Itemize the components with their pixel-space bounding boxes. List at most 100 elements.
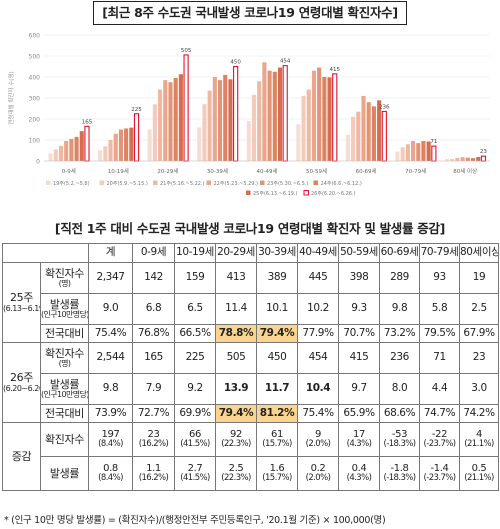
change-cases-cell: -53 (-18.3%) [379, 422, 420, 457]
cases-cell: 19 [459, 262, 499, 294]
change-cases-cell: -22 (-23.7%) [419, 422, 460, 457]
bar [431, 145, 437, 162]
change-cases-cell: 4 (21.1%) [459, 422, 499, 457]
chart-title: [최근 8주 수도권 국내발생 코로나19 연령대별 확진자수] [93, 1, 407, 25]
bar [84, 125, 90, 162]
national-share-cell: 77.9% [297, 324, 339, 343]
change-rate-cell: -1.4 (-23.7%) [419, 456, 460, 491]
x-tick-label: 60-69세 [356, 167, 377, 175]
national-share-cell: 69.9% [174, 404, 216, 423]
cases-cell: 225 [174, 342, 216, 374]
bar [207, 90, 212, 161]
bar [183, 54, 189, 162]
bar [251, 94, 257, 161]
national-share-cell: 79.4% [215, 404, 257, 423]
age-group-bar-chart: 0 100 200 300 400 500 600 연령대별 확진자 수(명) 165 0-9세 2… [7, 33, 490, 197]
data-label: 165 [82, 119, 93, 125]
change-cases-cell: 9 (2.0%) [297, 422, 339, 457]
bar [377, 100, 382, 161]
bar [356, 111, 361, 161]
national-share-cell: 75.4% [297, 404, 339, 423]
bar [405, 144, 410, 161]
cases-cell: 454 [297, 342, 339, 374]
row-national-share: 전국대비 73.9% 72.7% 69.9% 79.4% 81.2% 75.4% 65.9% 6… [3, 404, 499, 423]
data-label: 450 [230, 60, 241, 66]
data-label: 71 [430, 139, 437, 145]
rate-cell: 4.4 [419, 373, 460, 405]
bar [301, 95, 306, 161]
bar [158, 89, 163, 161]
cases-cell: 2,544 [88, 342, 133, 374]
x-tick-label: 70-79세 [405, 167, 426, 175]
footnote: * (인구 10만 명당 발생률) = (확진자수)/(행정안전부 주민등록인구… [4, 515, 386, 526]
rate-cell: 10.2 [297, 293, 339, 325]
cases-cell: 236 [379, 342, 420, 374]
rate-cell: 9.0 [88, 293, 133, 325]
national-share-cell: 73.9% [88, 404, 133, 423]
bar [444, 158, 450, 161]
rate-cell: 5.8 [419, 293, 460, 325]
metric-label: 발생률 [40, 456, 89, 491]
rate-cell: 11.4 [215, 293, 257, 325]
bar [460, 157, 465, 161]
bar [129, 127, 134, 161]
bar [212, 77, 217, 161]
bar [48, 153, 53, 161]
national-share-cell: 73.2% [379, 324, 420, 343]
cases-cell: 159 [174, 262, 216, 294]
data-label: 454 [280, 59, 291, 65]
bar [98, 150, 103, 161]
y-tick-label: 300 [29, 96, 41, 103]
bar [381, 110, 387, 162]
header-cell: 80세이상 [459, 243, 499, 263]
bar [272, 71, 277, 161]
national-share-cell: 74.2% [459, 404, 499, 423]
row-national-share: 전국대비 75.4% 76.8% 66.5% 78.8% 79.4% 77.9% 70.7% 7… [3, 324, 499, 343]
x-tick-label: 50-59세 [306, 167, 327, 175]
bar [124, 128, 129, 161]
cases-cell: 450 [256, 342, 298, 374]
y-tick-label: 0 [36, 159, 40, 166]
metric-label: 전국대비 [40, 404, 89, 423]
bar [257, 81, 262, 161]
rate-cell: 6.8 [132, 293, 175, 325]
header-blank [2, 243, 89, 263]
change-rate-cell: 2.7 (41.5%) [174, 456, 216, 491]
cases-cell: 165 [132, 342, 175, 374]
rate-cell: 13.9 [215, 373, 257, 405]
x-tick-label: 80세 이상 [453, 167, 477, 175]
change-rate-cell: 1.6 (15.7%) [256, 456, 298, 491]
change-rate-cell: 2.5 (22.3%) [215, 456, 257, 491]
bar [327, 77, 332, 161]
bar [416, 143, 421, 161]
data-label: 23 [480, 149, 487, 155]
bar [168, 82, 173, 161]
legend-swatch [246, 190, 251, 195]
change-rate-cell: 0.5 (21.1%) [459, 456, 499, 491]
bar [306, 89, 311, 161]
rate-cell: 9.3 [338, 293, 380, 325]
y-axis-label: 연령대별 확진자 수(명) [7, 71, 15, 124]
header-cell: 20-29세 [215, 243, 257, 263]
change-rate-cell: 0.8 (8.4%) [88, 456, 133, 491]
bar [113, 133, 118, 161]
row-change-rate: 발생률 0.8 (8.4%) 1.1 (16.2%) 2.7 (41.5%) 2.5 (22.3… [3, 456, 499, 491]
bar [421, 141, 426, 161]
metric-label: 확진자수 [40, 422, 89, 457]
bar [133, 113, 140, 162]
cases-cell: 445 [297, 262, 339, 294]
table-title: [직전 1주 대비 수도권 국내발생 코로나19 연령대별 확진자 및 발생률 … [54, 221, 446, 236]
header-cell: 70-79세 [419, 243, 460, 263]
change-rate-cell: 1.1 (16.2%) [132, 456, 175, 491]
metric-label: 발생률 (인구10만명당) [40, 373, 89, 405]
bar [53, 149, 58, 161]
rate-cell: 2.5 [459, 293, 499, 325]
legend-label: 26주(6.20.~6.26.) [311, 191, 356, 197]
header-cell: 10-19세 [174, 243, 216, 263]
header-cell: 50-59세 [338, 243, 380, 263]
change-cases-cell: 66 (41.5%) [174, 422, 216, 457]
national-share-cell: 81.2% [256, 404, 298, 423]
row-change-cases: 증감 확진자수 197 (8.4%) 23 (16.2%) 66 (41.5%) 92 (22.3… [2, 422, 499, 491]
cases-cell: 415 [338, 342, 380, 374]
change-label: 증감 [2, 422, 41, 491]
